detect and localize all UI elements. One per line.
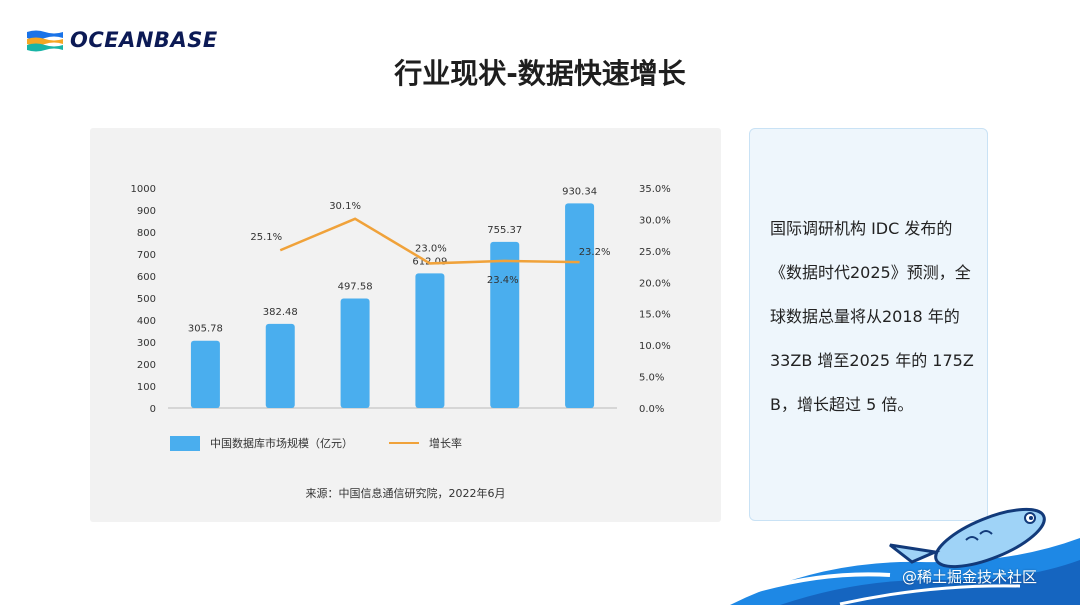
y-left-tick-label: 800 [137, 228, 156, 239]
y-left-tick-label: 100 [137, 382, 156, 393]
y-left-tick-label: 600 [137, 272, 156, 283]
bar-data-label: 497.58 [338, 282, 373, 293]
legend-line-swatch [389, 442, 419, 444]
legend-bar-label: 中国数据库市场规模（亿元） [210, 437, 353, 450]
brand-logo: OCEANBASE [26, 27, 218, 53]
bar-data-label: 305.78 [188, 324, 223, 335]
bar [565, 203, 595, 408]
line-data-label: 30.1% [329, 201, 361, 212]
chart-legend: 中国数据库市场规模（亿元） 增长率 [170, 434, 462, 452]
oceanbase-logo-icon [27, 30, 63, 52]
bar-data-label: 930.34 [562, 186, 597, 197]
y-right-tick-label: 20.0% [639, 278, 671, 289]
brand-name: OCEANBASE [70, 28, 218, 52]
y-left-tick-label: 500 [137, 294, 156, 305]
info-card-text: 国际调研机构 IDC 发布的《数据时代2025》预测，全球数据总量将从2018 … [770, 219, 974, 414]
info-card: 国际调研机构 IDC 发布的《数据时代2025》预测，全球数据总量将从2018 … [749, 128, 988, 521]
page-title: 行业现状-数据快速增长 [394, 57, 686, 90]
y-right-tick-label: 5.0% [639, 373, 664, 384]
y-left-tick-label: 200 [137, 360, 156, 371]
bar [265, 323, 295, 408]
bar-data-label: 382.48 [263, 307, 298, 318]
watermark: @稀土掘金技术社区 [902, 568, 1038, 586]
legend-bar-swatch [170, 435, 200, 451]
bar [490, 241, 520, 408]
y-left-tick-label: 400 [137, 316, 156, 327]
y-right-tick-label: 0.0% [639, 404, 664, 415]
line-data-label: 23.4% [487, 275, 519, 286]
y-right-tick-label: 30.0% [639, 215, 671, 226]
growth-line [279, 217, 580, 265]
y-left-tick-label: 300 [137, 338, 156, 349]
legend-line-label: 增长率 [429, 437, 462, 450]
y-right-tick-label: 35.0% [639, 184, 671, 195]
y-left-tick-label: 700 [137, 250, 156, 261]
y-right-tick-label: 10.0% [639, 341, 671, 352]
bar [340, 298, 370, 408]
line-data-label: 23.2% [579, 247, 611, 258]
chart-panel [90, 128, 721, 522]
y-right-tick-label: 25.0% [639, 247, 671, 258]
wave-fish-decoration-icon [719, 507, 1080, 605]
bar [415, 273, 445, 408]
bar [190, 340, 220, 408]
line-data-label: 23.0% [415, 243, 447, 254]
y-left-tick-label: 1000 [131, 184, 156, 195]
line-data-label: 25.1% [250, 232, 282, 243]
bar-data-label: 612.09 [412, 256, 447, 267]
y-right-tick-label: 15.0% [639, 310, 671, 321]
chart-source: 来源：中国信息通信研究院，2022年6月 [305, 487, 506, 500]
y-left-tick-label: 900 [137, 206, 156, 217]
y-left-tick-label: 0 [150, 404, 156, 415]
bar-data-label: 755.37 [487, 225, 522, 236]
